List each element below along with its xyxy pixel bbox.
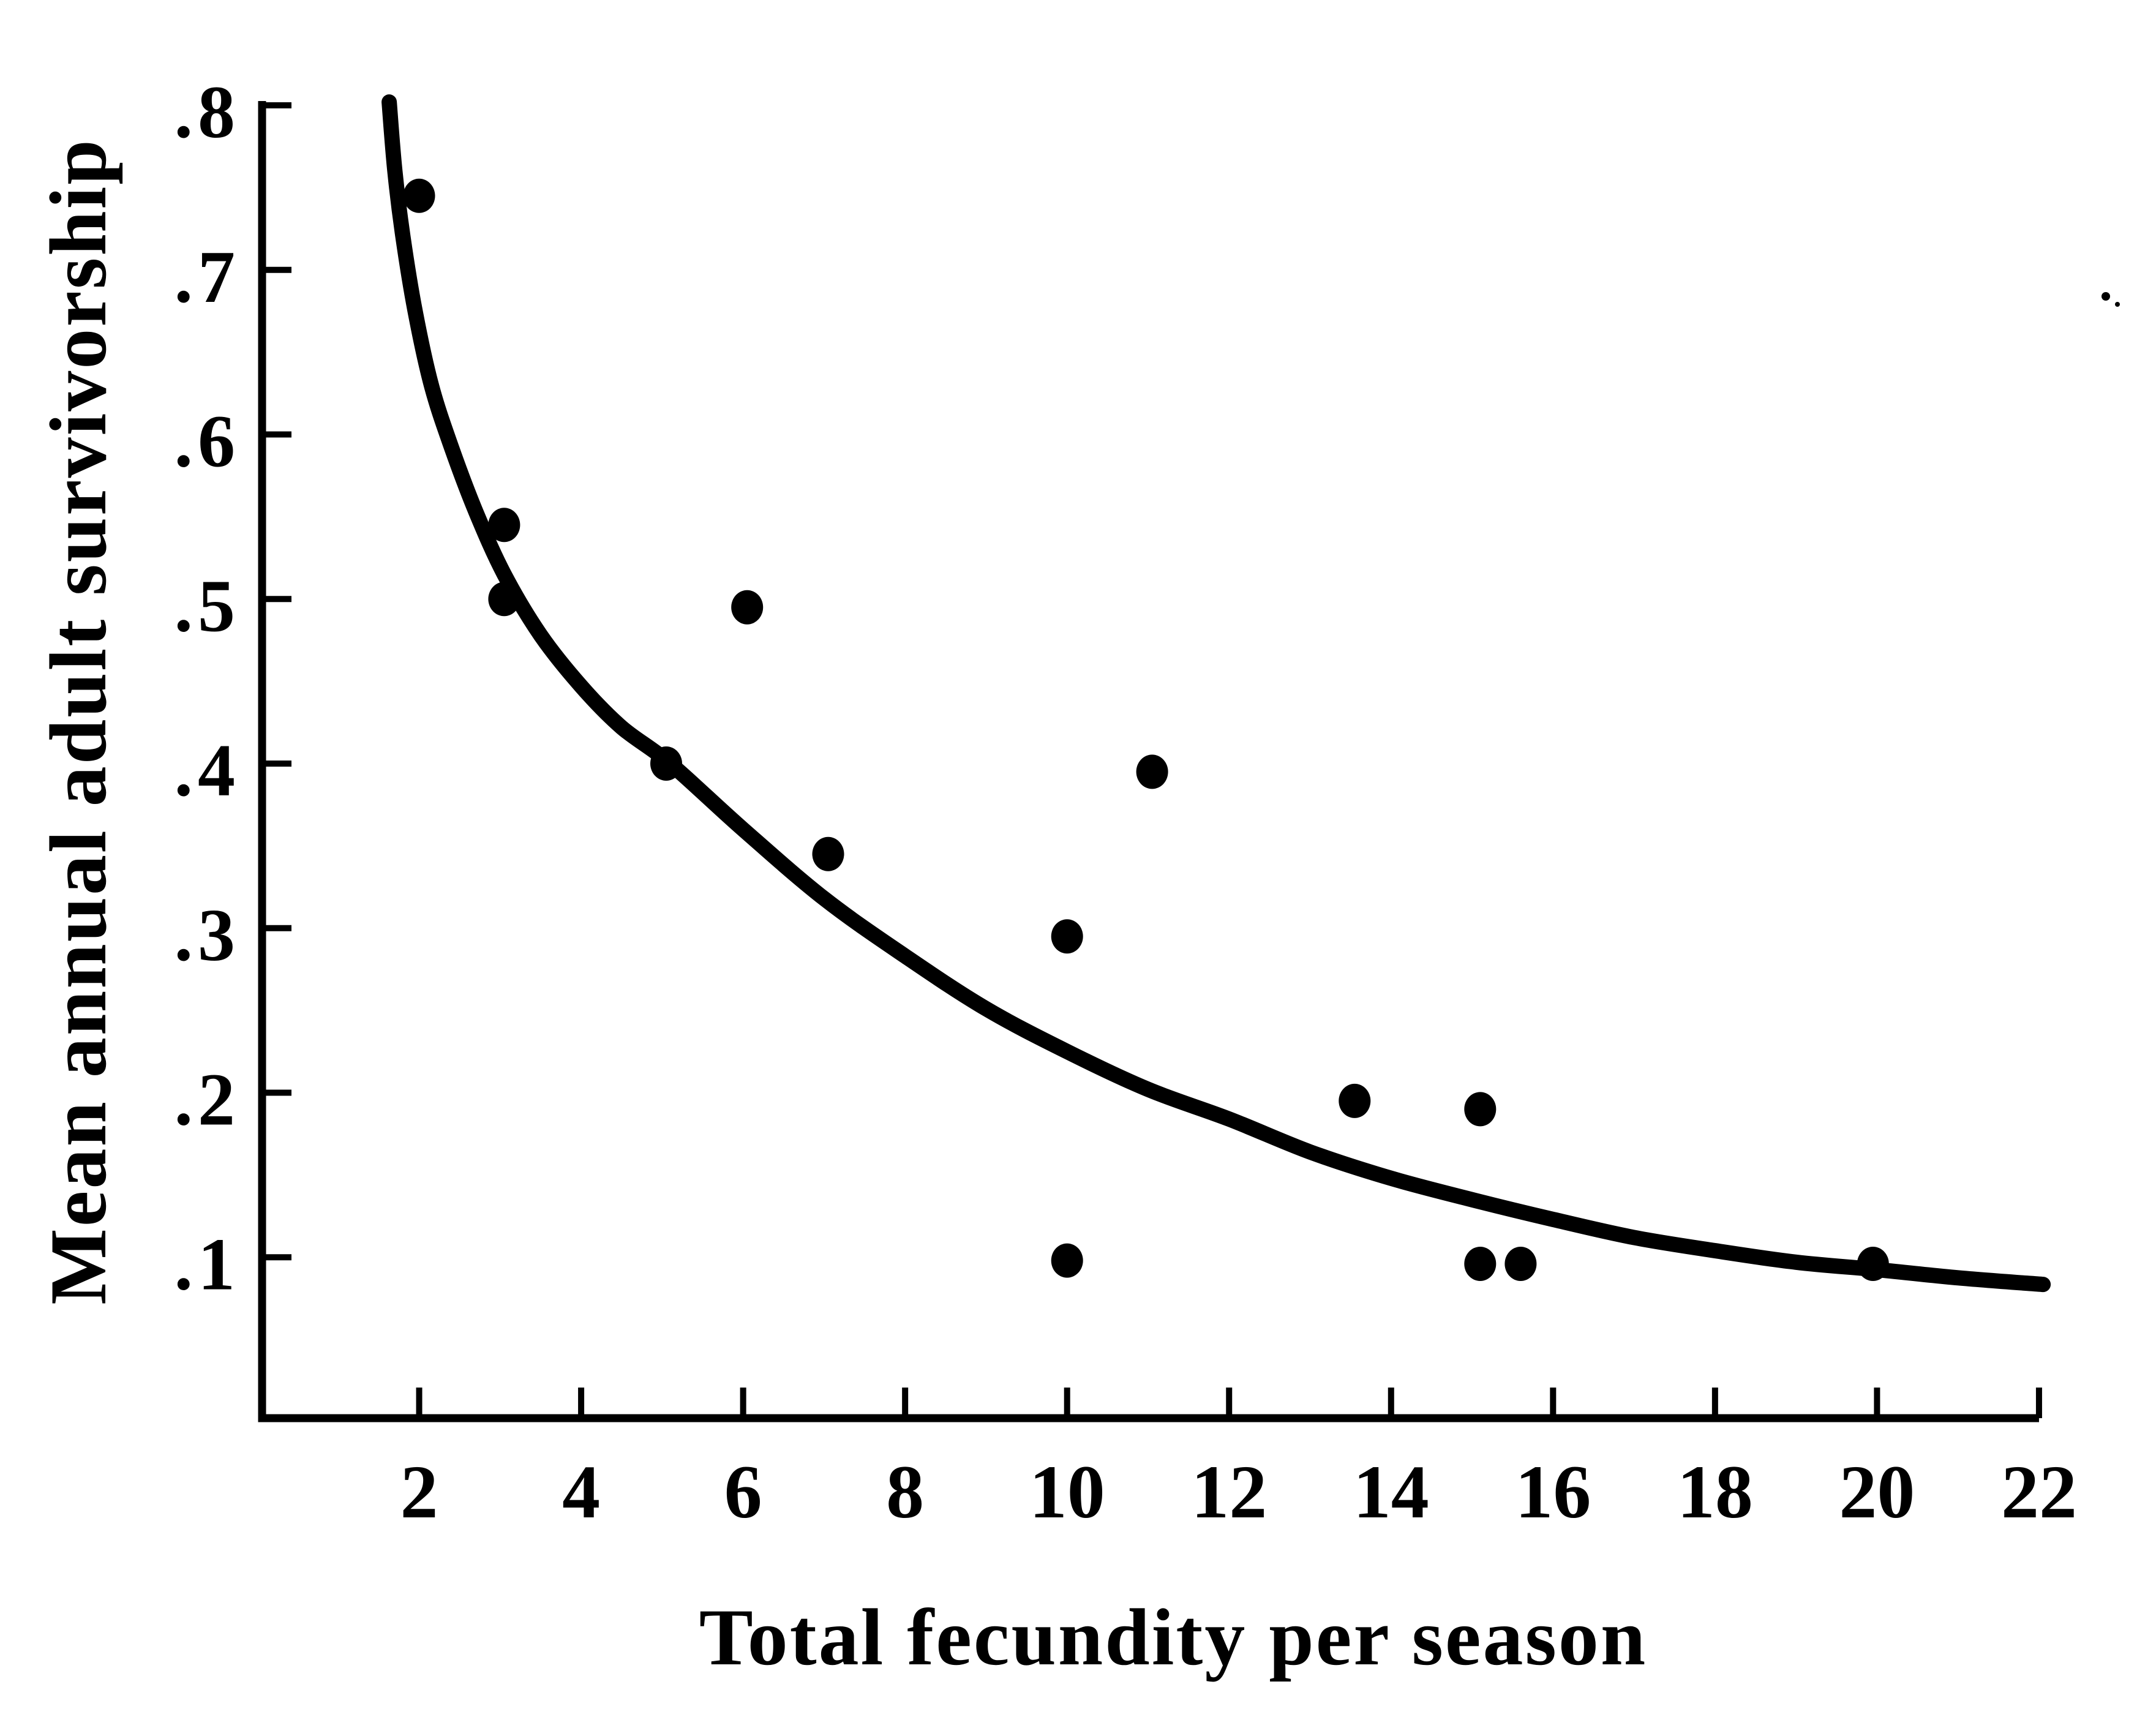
y-tick-label: .5 bbox=[175, 565, 241, 647]
data-point bbox=[650, 746, 682, 781]
x-tick-label: 2 bbox=[400, 1450, 438, 1534]
x-tick-label: 20 bbox=[1839, 1450, 1915, 1534]
ink-speck bbox=[2102, 292, 2110, 301]
data-point bbox=[403, 178, 435, 213]
axes bbox=[258, 101, 2039, 1422]
data-point bbox=[1051, 919, 1083, 954]
tick-labels: .1 .2 .3 .4 .5 .6 .7 .8 2 4 6 8 10 12 14 16 18 20 22 bbox=[175, 71, 2077, 1534]
x-tick-label: 6 bbox=[724, 1450, 762, 1534]
x-tick-label: 18 bbox=[1677, 1450, 1753, 1534]
x-tick-label: 4 bbox=[562, 1450, 600, 1534]
data-point bbox=[1857, 1247, 1889, 1281]
data-point bbox=[812, 836, 844, 871]
x-tick-label: 8 bbox=[886, 1450, 924, 1534]
axis-ticks bbox=[262, 102, 2042, 1418]
y-tick-label: .1 bbox=[175, 1223, 241, 1305]
y-tick-label: .7 bbox=[175, 236, 241, 318]
data-point bbox=[731, 590, 764, 625]
data-point bbox=[488, 508, 520, 543]
x-tick-label: 22 bbox=[2001, 1450, 2077, 1534]
data-point bbox=[1464, 1092, 1497, 1127]
y-tick-label: .6 bbox=[175, 400, 241, 483]
x-tick-label: 10 bbox=[1029, 1450, 1105, 1534]
fit-curve bbox=[381, 94, 2051, 1293]
data-point bbox=[1339, 1083, 1371, 1118]
ink-speck bbox=[2115, 302, 2120, 307]
y-tick-label: .2 bbox=[175, 1059, 241, 1141]
x-tick-label: 16 bbox=[1515, 1450, 1591, 1534]
x-tick-label: 12 bbox=[1191, 1450, 1267, 1534]
data-point bbox=[488, 582, 520, 617]
y-axis-title: Mean annual adult survivorship bbox=[33, 138, 123, 1304]
x-tick-label: 14 bbox=[1353, 1450, 1429, 1534]
axis-spine bbox=[258, 101, 2039, 1422]
y-tick-label: .8 bbox=[175, 71, 241, 154]
data-point bbox=[1136, 754, 1168, 789]
data-point bbox=[1464, 1247, 1497, 1281]
x-axis-title: Total fecundity per season bbox=[699, 1592, 1648, 1682]
data-point bbox=[1051, 1243, 1083, 1278]
y-tick-label: .4 bbox=[175, 729, 241, 812]
scan-artifacts bbox=[2102, 292, 2120, 307]
data-points bbox=[403, 178, 1889, 1281]
data-point bbox=[1504, 1247, 1537, 1281]
y-tick-label: .3 bbox=[175, 894, 241, 977]
fit-curve-path bbox=[381, 94, 2051, 1293]
